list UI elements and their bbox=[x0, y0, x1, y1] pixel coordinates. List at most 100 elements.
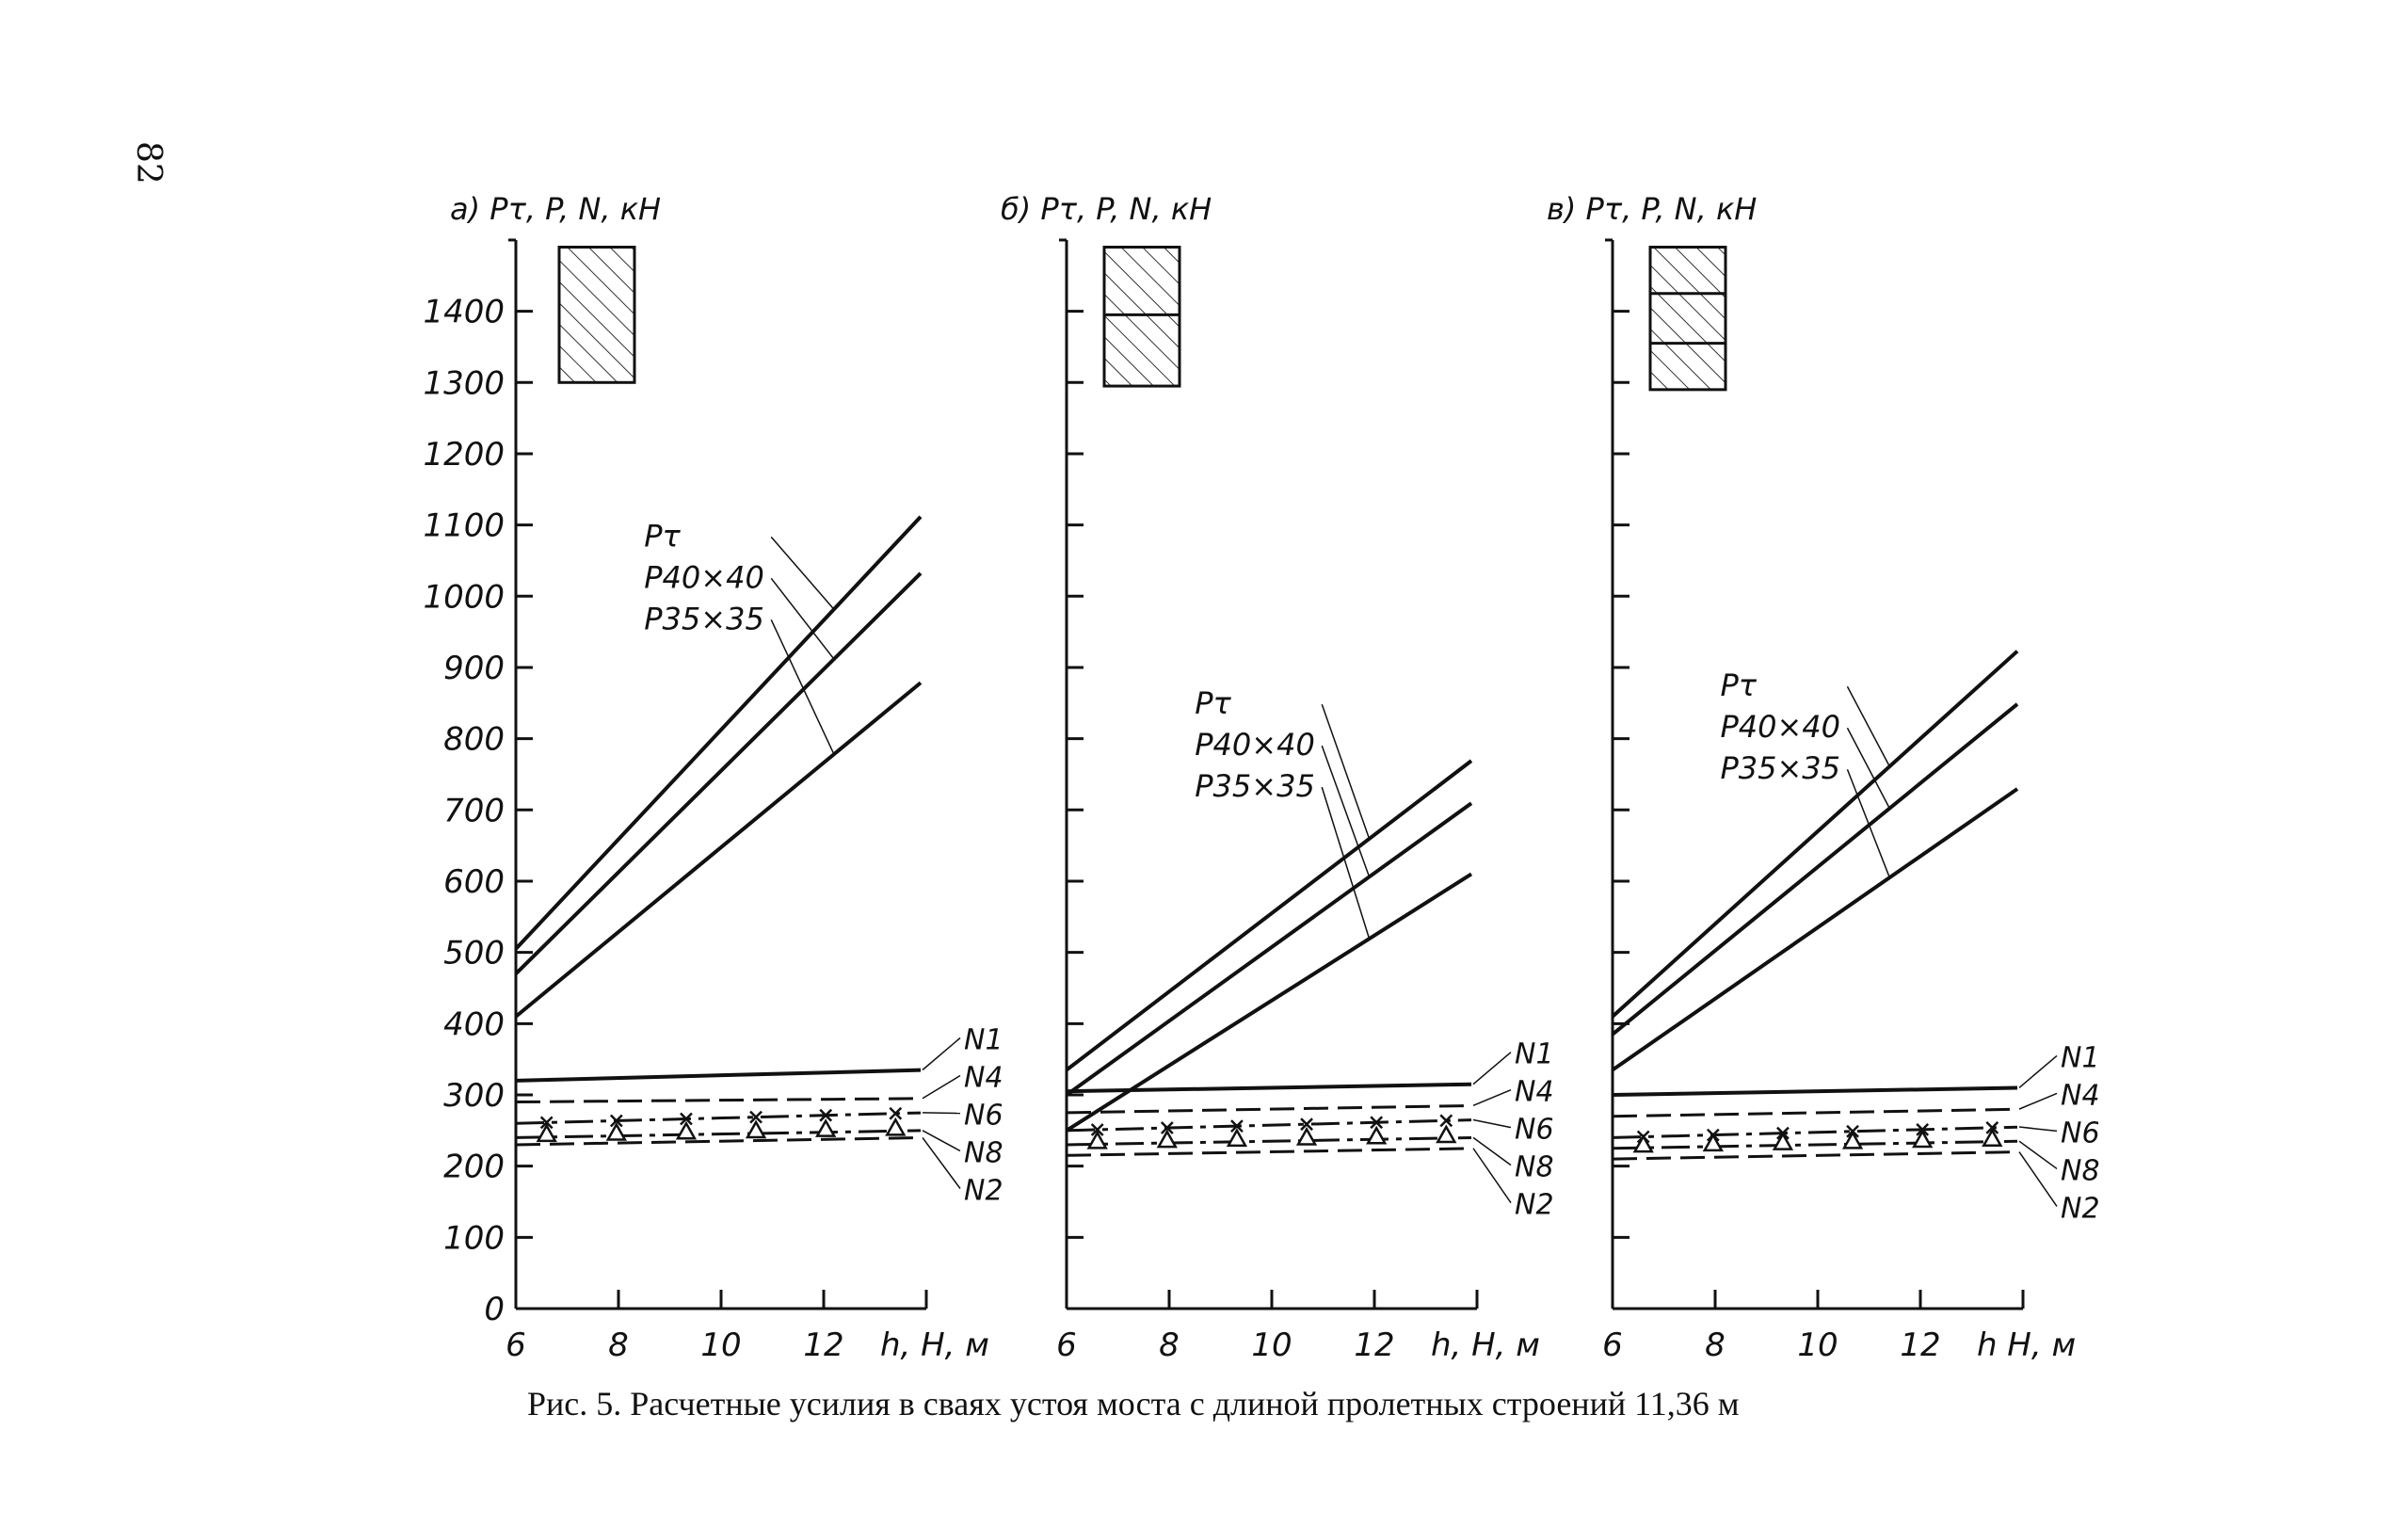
series-label-N1: N1 bbox=[1515, 1038, 1554, 1071]
series-point-N8 bbox=[1295, 1126, 1318, 1146]
series-line-P35×35 bbox=[514, 681, 923, 1019]
series-leader bbox=[1472, 1148, 1512, 1204]
y-tick-label: 900 bbox=[443, 650, 505, 687]
y-tick-label: 600 bbox=[443, 863, 505, 901]
series-line-N8 bbox=[1066, 1135, 1472, 1147]
series-point-N6 bbox=[539, 1116, 554, 1130]
series-label-P40×40: P40×40 bbox=[1720, 709, 1840, 745]
series-leader bbox=[770, 619, 835, 755]
series-leader bbox=[2018, 1140, 2058, 1170]
series-point-N8 bbox=[815, 1118, 837, 1137]
series-point-N6 bbox=[1300, 1117, 1313, 1132]
series-leader bbox=[922, 1074, 961, 1100]
chart-panel-1: 0 100 200 300 400 500 600 700 800 900 1000 1100 1200… bbox=[423, 191, 1003, 1364]
x-tick-label: 6 bbox=[1056, 1326, 1077, 1364]
series-point-N8 bbox=[1912, 1129, 1934, 1149]
series-line-P35×35 bbox=[1065, 872, 1473, 1133]
series-label-N8: N8 bbox=[1515, 1151, 1554, 1184]
series-point-N6 bbox=[749, 1110, 763, 1124]
series-line-Pτ bbox=[1611, 650, 2019, 1019]
series-point-N6 bbox=[819, 1108, 833, 1122]
series-leader bbox=[2018, 1151, 2058, 1207]
series-line-N8 bbox=[1612, 1139, 2018, 1150]
series-point-N6 bbox=[1160, 1121, 1174, 1134]
y-tick-label: 200 bbox=[443, 1149, 505, 1186]
series-point-N8 bbox=[1841, 1130, 1864, 1149]
series-leader bbox=[1321, 703, 1371, 840]
series-line-Pτ bbox=[514, 515, 923, 951]
series-leader bbox=[1846, 768, 1890, 878]
x-tick-label: 6 bbox=[506, 1326, 526, 1364]
range-bar bbox=[557, 246, 636, 384]
y-tick-label: 300 bbox=[443, 1077, 505, 1115]
series-label-P40×40: P40×40 bbox=[1195, 727, 1315, 763]
chart-panel-3: 6 8 10 12 h H, м в) Pτ, P, N, кН Pτ P40×40 P35×3… bbox=[1547, 191, 2100, 1364]
series-leader bbox=[1472, 1088, 1512, 1107]
series-leader bbox=[922, 1136, 961, 1189]
range-bar bbox=[1102, 246, 1181, 388]
series-line-P35×35 bbox=[1611, 787, 2019, 1072]
series-leader bbox=[2018, 1126, 2058, 1133]
series-point-N6 bbox=[1985, 1121, 1999, 1134]
x-axis-label: h H, м bbox=[1977, 1326, 2076, 1364]
series-line-N1 bbox=[1066, 1082, 1472, 1094]
series-point-N6 bbox=[1439, 1114, 1453, 1128]
series-leader bbox=[922, 1037, 961, 1071]
y-tick-label: 800 bbox=[443, 721, 505, 759]
series-leader bbox=[1846, 685, 1890, 767]
chart-panel-2: 6 8 10 12 h, H, м б) Pτ, P, N, кН Pτ P40×40 P35×… bbox=[1001, 191, 1554, 1364]
y-tick-label: 1000 bbox=[423, 578, 505, 616]
series-leader bbox=[1472, 1118, 1512, 1129]
series-point-N8 bbox=[1982, 1128, 2003, 1147]
series-leader bbox=[1321, 786, 1371, 940]
y-axis-label: б) Pτ, P, N, кН bbox=[1001, 191, 1212, 227]
series-leader bbox=[1321, 745, 1371, 877]
series-point-N8 bbox=[1366, 1125, 1388, 1145]
y-tick-label: 1400 bbox=[423, 294, 505, 331]
series-point-N8 bbox=[1226, 1128, 1248, 1148]
series-point-N8 bbox=[1086, 1130, 1108, 1149]
series-line-P40×40 bbox=[514, 571, 923, 975]
series-point-N8 bbox=[885, 1117, 907, 1136]
series-point-N8 bbox=[1156, 1129, 1178, 1149]
series-point-N6 bbox=[1230, 1119, 1244, 1133]
series-line-P40×40 bbox=[1065, 801, 1473, 1097]
series-label-N1: N1 bbox=[964, 1024, 1003, 1057]
x-tick-label: 6 bbox=[1602, 1326, 1623, 1364]
series-point-N6 bbox=[609, 1114, 623, 1128]
range-bar bbox=[1648, 246, 1727, 392]
series-label-N8: N8 bbox=[2061, 1154, 2100, 1187]
y-tick-label: 700 bbox=[443, 792, 505, 829]
x-tick-label: 12 bbox=[1354, 1326, 1394, 1364]
series-label-N4: N4 bbox=[2061, 1079, 2100, 1112]
series-line-P40×40 bbox=[1611, 702, 2019, 1037]
series-label-Pτ: Pτ bbox=[1195, 685, 1231, 721]
series-point-N6 bbox=[680, 1112, 693, 1126]
series-leader bbox=[1846, 727, 1890, 809]
y-axis-label: в) Pτ, P, N, кН bbox=[1547, 191, 1757, 227]
series-label-P35×35: P35×35 bbox=[1720, 750, 1840, 786]
series-point-N6 bbox=[1370, 1116, 1384, 1130]
series-label-N6: N6 bbox=[964, 1100, 1003, 1133]
x-tick-label: 8 bbox=[1705, 1326, 1726, 1364]
series-point-N8 bbox=[536, 1123, 557, 1143]
x-tick-label: 12 bbox=[1900, 1326, 1940, 1364]
series-label-P35×35: P35×35 bbox=[644, 601, 764, 636]
x-axis-label: h, H, м bbox=[880, 1326, 989, 1364]
series-label-N1: N1 bbox=[2061, 1041, 2100, 1074]
series-line-N6 bbox=[1612, 1125, 2018, 1139]
series-line-N1 bbox=[515, 1068, 922, 1083]
series-label-N8: N8 bbox=[964, 1137, 1003, 1170]
series-label-N2: N2 bbox=[1515, 1189, 1554, 1222]
series-label-P40×40: P40×40 bbox=[644, 559, 764, 595]
series-label-N2: N2 bbox=[964, 1175, 1003, 1208]
x-tick-label: 10 bbox=[1797, 1326, 1838, 1364]
series-leader bbox=[2018, 1092, 2058, 1110]
series-leader bbox=[770, 536, 835, 610]
y-tick-label: 500 bbox=[443, 935, 505, 972]
y-tick-label: 1200 bbox=[423, 436, 505, 474]
series-line-N6 bbox=[1066, 1118, 1472, 1133]
series-line-N1 bbox=[1612, 1085, 2018, 1097]
series-point-N8 bbox=[745, 1119, 767, 1139]
